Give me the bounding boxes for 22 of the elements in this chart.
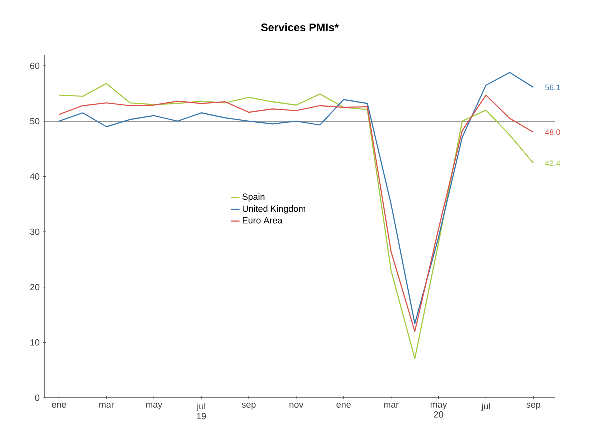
x-tick-label: sep [242, 403, 256, 410]
y-tick-label: 50 [30, 118, 40, 125]
x-tick-label: mar [384, 403, 399, 408]
y-tick-label: 30 [30, 228, 40, 236]
y-tick-label: 0 [35, 394, 40, 402]
x-tick-label: nov [290, 403, 304, 408]
y-tick-label: 10 [30, 340, 40, 346]
x-tick-label: may 20 [430, 403, 448, 418]
x-tick-label: mar [100, 403, 114, 408]
y-tick-label: 40 [30, 174, 40, 180]
x-tick-label: jul 19 [196, 403, 206, 420]
legend-label: Spain [242, 194, 265, 202]
legend-label: United Kingdom [242, 206, 306, 214]
x-tick-label: ene [336, 403, 351, 408]
x-tick-label: ene [52, 403, 66, 408]
chart-title: Services PMIs* [261, 23, 339, 32]
x-tick-label: jul [482, 403, 490, 412]
x-tick-label: may [146, 403, 163, 410]
y-tick-label: 60 [30, 62, 40, 70]
y-tick-label: 20 [30, 284, 40, 291]
x-tick-label: sep [526, 403, 541, 410]
legend-label: Euro Area [243, 217, 283, 224]
